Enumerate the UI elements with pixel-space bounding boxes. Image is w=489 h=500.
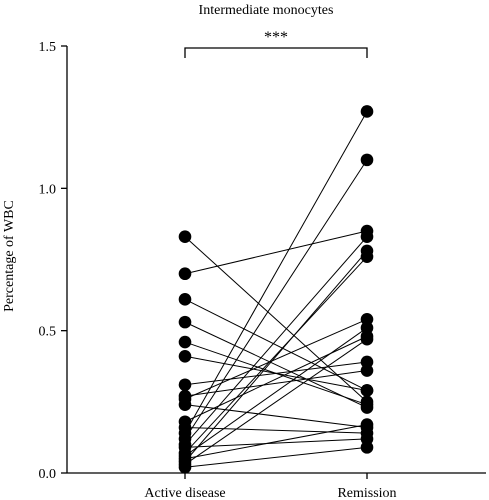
point-remission [360, 230, 374, 244]
point-active-disease [178, 267, 192, 281]
pair-line [184, 159, 368, 440]
pair-line [184, 256, 368, 454]
point-remission [360, 398, 374, 411]
point-remission [360, 105, 374, 118]
point-remission [360, 153, 374, 167]
pair-line [184, 250, 368, 462]
point-active-disease [178, 293, 192, 306]
significance-bracket [184, 47, 368, 58]
point-remission [360, 332, 374, 346]
significance-stars: *** [264, 29, 288, 46]
pair-line [184, 361, 368, 386]
pair-line [184, 438, 368, 448]
point-remission [360, 418, 374, 431]
point-active-disease [178, 398, 192, 411]
point-remission [360, 364, 374, 377]
pair-line [184, 321, 368, 408]
y-axis-label: Percentage of WBC [2, 200, 17, 312]
point-active-disease [178, 230, 192, 244]
x-tick-label: Remission [337, 486, 396, 500]
x-tick-label: Active disease [144, 486, 225, 500]
y-tick-label: 0.5 [39, 325, 57, 340]
pair-line [184, 230, 368, 275]
pair-line [184, 424, 368, 460]
pair-line [184, 426, 368, 434]
pair-line [184, 338, 368, 465]
pair-line [184, 236, 368, 445]
pair-line [184, 111, 368, 434]
pair-line [184, 404, 368, 428]
point-remission [360, 321, 374, 335]
point-active-disease [178, 461, 192, 474]
y-tick-label: 0.0 [39, 467, 57, 482]
pair-line [184, 298, 368, 391]
point-active-disease [178, 349, 192, 363]
pair-line [184, 318, 368, 400]
point-remission [360, 244, 374, 258]
chart-title: Intermediate monocytes [199, 3, 334, 18]
pair-line [184, 335, 368, 423]
pair-line [184, 446, 368, 468]
point-active-disease [178, 315, 192, 329]
y-tick-label: 1.0 [39, 182, 57, 197]
point-active-disease [178, 378, 192, 392]
pair-line [184, 327, 368, 457]
point-remission [360, 384, 374, 397]
point-active-disease [178, 335, 192, 349]
point-remission [360, 441, 374, 454]
y-tick-label: 1.5 [39, 40, 57, 55]
